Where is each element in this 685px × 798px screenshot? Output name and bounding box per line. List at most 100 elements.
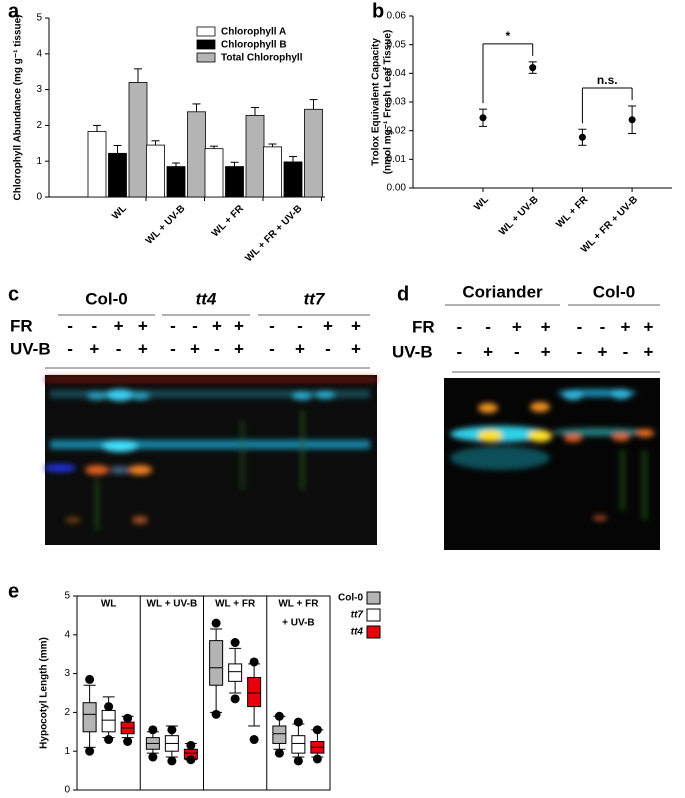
box — [228, 663, 243, 682]
treatment-sign: - — [214, 339, 220, 358]
legend-swatch — [366, 608, 381, 622]
y-tick-label: 4 — [36, 48, 42, 59]
y-tick-label: 0.05 — [387, 39, 407, 50]
outlier — [186, 755, 196, 765]
box — [247, 676, 262, 708]
genotype-label: Coriander — [462, 282, 543, 301]
treatment-sign: - — [67, 339, 73, 358]
outlier — [123, 713, 133, 723]
box — [272, 725, 287, 744]
treatment-sign: - — [457, 317, 463, 336]
y-tick-label: 0.03 — [387, 97, 407, 108]
outlier — [274, 711, 284, 721]
outlier — [186, 740, 196, 750]
annotation: * — [506, 29, 511, 43]
treatment-sign: + — [295, 339, 305, 358]
treatment-sign: + — [483, 342, 493, 361]
y-tick-label: 0 — [64, 785, 70, 796]
y-tick-label: 3 — [36, 84, 42, 95]
outlier — [148, 725, 158, 735]
treatment-sign: - — [577, 342, 583, 361]
treatment-sign: + — [644, 317, 654, 336]
outlier — [249, 657, 259, 667]
treatment-sign: - — [170, 339, 176, 358]
x-tick-label: WL + UV-B — [497, 194, 541, 238]
outlier — [85, 746, 95, 756]
x-tick-label: WL + UV-B — [144, 203, 188, 247]
legend-label: Chlorophyll B — [221, 40, 287, 51]
x-tick-label: WL — [472, 194, 491, 213]
panel-letter: e — [8, 580, 19, 602]
panel-letter: d — [397, 283, 409, 305]
y-tick-label: 2 — [36, 120, 42, 131]
treatment-sign: - — [269, 339, 275, 358]
outlier — [167, 756, 177, 766]
treatment-sign: + — [190, 339, 200, 358]
y-axis-label: Chlorophyll Abundance (mg g⁻¹ tissue) — [13, 14, 24, 200]
bar — [304, 108, 323, 198]
treatment-label: UV-B — [10, 339, 51, 358]
bar — [263, 146, 282, 198]
outlier — [249, 735, 259, 745]
box — [291, 735, 306, 754]
group-label: WL + FR — [278, 599, 319, 610]
x-tick-label: WL + FR — [554, 194, 591, 231]
treatment-sign: - — [457, 342, 463, 361]
treatment-sign: - — [269, 316, 275, 335]
box — [101, 709, 116, 733]
group-label: WL + FR — [215, 599, 256, 610]
treatment-sign: + — [598, 342, 608, 361]
bar — [283, 161, 303, 198]
legend-label: Total Chlorophyll — [221, 53, 303, 64]
treatment-sign: + — [541, 317, 551, 336]
panel-letter: b — [372, 0, 384, 22]
bar — [245, 114, 265, 198]
point — [628, 116, 636, 124]
treatment-sign: - — [192, 316, 198, 335]
treatment-sign: - — [325, 339, 331, 358]
annotation: n.s. — [597, 73, 618, 87]
y-axis-label: Hypocotyl Length (mm) — [39, 637, 50, 749]
treatment-sign: + — [541, 342, 551, 361]
genotype-label: Col-0 — [85, 289, 128, 308]
treatment-label: FR — [10, 316, 33, 335]
treatment-sign: - — [297, 316, 303, 335]
treatment-sign: - — [577, 317, 583, 336]
legend-swatch — [366, 625, 381, 639]
x-tick-label: WL + FR + UV-B — [243, 203, 304, 264]
y-axis-label: Trolox Equivalent Capacity — [371, 38, 382, 166]
outlier — [230, 694, 240, 704]
group-label: WL + UV-B — [147, 599, 198, 610]
y-tick-label: 5 — [64, 591, 70, 602]
treatment-sign: + — [351, 316, 361, 335]
treatment-sign: - — [623, 342, 629, 361]
legend-swatch — [196, 39, 216, 50]
outlier — [293, 717, 303, 727]
treatment-sign: + — [351, 339, 361, 358]
gel-image-c — [44, 375, 377, 545]
treatment-sign: - — [170, 316, 176, 335]
legend-label: Col-0 — [338, 593, 363, 604]
bar — [166, 166, 186, 198]
treatment-sign: + — [323, 316, 333, 335]
treatment-label: UV-B — [392, 342, 433, 361]
group-label: WL — [101, 599, 117, 610]
y-tick-label: 0.01 — [387, 154, 407, 165]
legend-swatch — [366, 591, 381, 605]
gel-image-d — [444, 378, 660, 550]
bar — [187, 111, 206, 198]
outlier — [312, 754, 322, 764]
treatment-sign: + — [212, 316, 222, 335]
legend-swatch — [196, 26, 216, 37]
outlier — [104, 702, 114, 712]
panel-letter: a — [8, 0, 20, 22]
outlier — [312, 725, 322, 735]
outlier — [230, 638, 240, 648]
x-tick-label: WL — [110, 203, 129, 222]
point — [578, 133, 586, 141]
bar — [204, 148, 224, 198]
genotype-label: tt7 — [304, 289, 326, 308]
treatment-sign: + — [644, 342, 654, 361]
treatment-sign: + — [138, 339, 148, 358]
bar — [225, 166, 244, 198]
